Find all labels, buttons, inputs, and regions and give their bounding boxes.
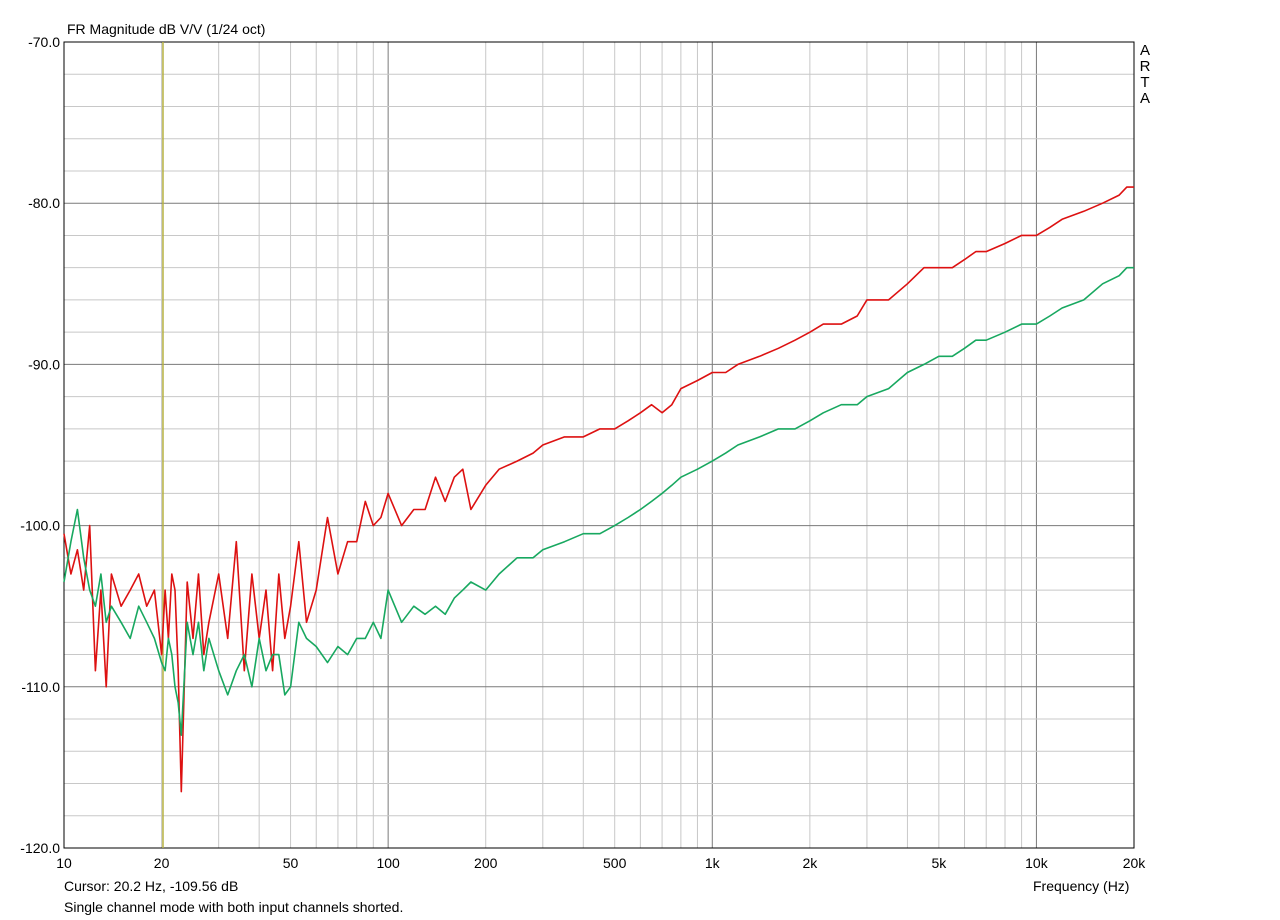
series-line-red — [63, 186, 1134, 793]
y-tick-label: -70.0 — [28, 34, 60, 50]
y-tick-label: -110.0 — [21, 679, 60, 695]
x-tick-label: 20k — [1123, 855, 1147, 871]
chart-title: FR Magnitude dB V/V (1/24 oct) — [67, 21, 266, 37]
x-tick-label: 1k — [705, 855, 721, 871]
measurement-note: Single channel mode with both input chan… — [64, 899, 404, 915]
x-tick-label: 500 — [603, 855, 627, 871]
x-tick-label: 20 — [154, 855, 170, 871]
x-tick-label: 5k — [931, 855, 947, 871]
cursor-readout: Cursor: 20.2 Hz, -109.56 dB — [64, 878, 239, 894]
x-tick-label: 200 — [474, 855, 498, 871]
x-tick-label: 100 — [376, 855, 400, 871]
x-tick-label: 50 — [283, 855, 299, 871]
y-tick-label: -80.0 — [28, 195, 60, 211]
x-tick-label: 10k — [1025, 855, 1049, 871]
y-tick-label: -100.0 — [20, 518, 60, 534]
y-tick-label: -120.0 — [20, 840, 60, 856]
x-tick-label: 10 — [56, 855, 72, 871]
plot-frame — [63, 41, 1135, 849]
y-tick-label: -90.0 — [28, 356, 60, 372]
x-tick-label: 2k — [802, 855, 818, 871]
series-line-green — [63, 266, 1134, 737]
x-axis-label: Frequency (Hz) — [1033, 878, 1130, 894]
plot-area — [64, 42, 1134, 848]
